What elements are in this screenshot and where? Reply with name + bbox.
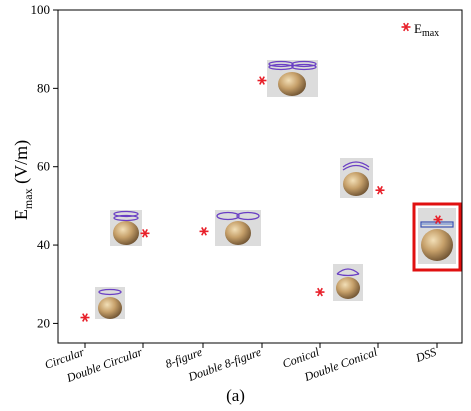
inset-8-figure-coil (215, 210, 261, 246)
dss-highlight-box (412, 202, 462, 272)
y-axis-title: Emax (V/m) (11, 140, 35, 220)
inset-conical-coil (333, 264, 363, 301)
data-point (433, 215, 443, 224)
inset-double-circular-coil (110, 210, 142, 246)
data-point (315, 287, 325, 297)
x-category-label: DSS (413, 345, 438, 366)
legend: Emax (401, 21, 439, 39)
y-tick-label: 60 (37, 159, 50, 174)
y-tick-label: 100 (31, 2, 51, 17)
data-point (140, 229, 150, 238)
data-point (375, 185, 385, 195)
data-point (257, 76, 267, 85)
inset-double-8-figure-coil (267, 60, 318, 97)
legend-marker (401, 22, 411, 32)
inset-double-conical-coil (340, 158, 373, 198)
y-tick-label: 20 (37, 315, 50, 330)
inset-circular-coil (95, 287, 125, 319)
y-tick-label: 80 (37, 80, 50, 95)
data-point (80, 313, 90, 322)
figure-caption: (a) (226, 386, 245, 405)
legend-marker-asterisk (401, 22, 411, 32)
y-tick-label: 40 (37, 237, 50, 252)
data-points (80, 76, 443, 322)
inset-dss-coil (418, 208, 456, 264)
data-point (199, 227, 209, 236)
legend-label: Emax (414, 21, 439, 39)
y-axis: 20 40 60 80 100 (31, 2, 58, 330)
plot-frame (57, 9, 463, 344)
